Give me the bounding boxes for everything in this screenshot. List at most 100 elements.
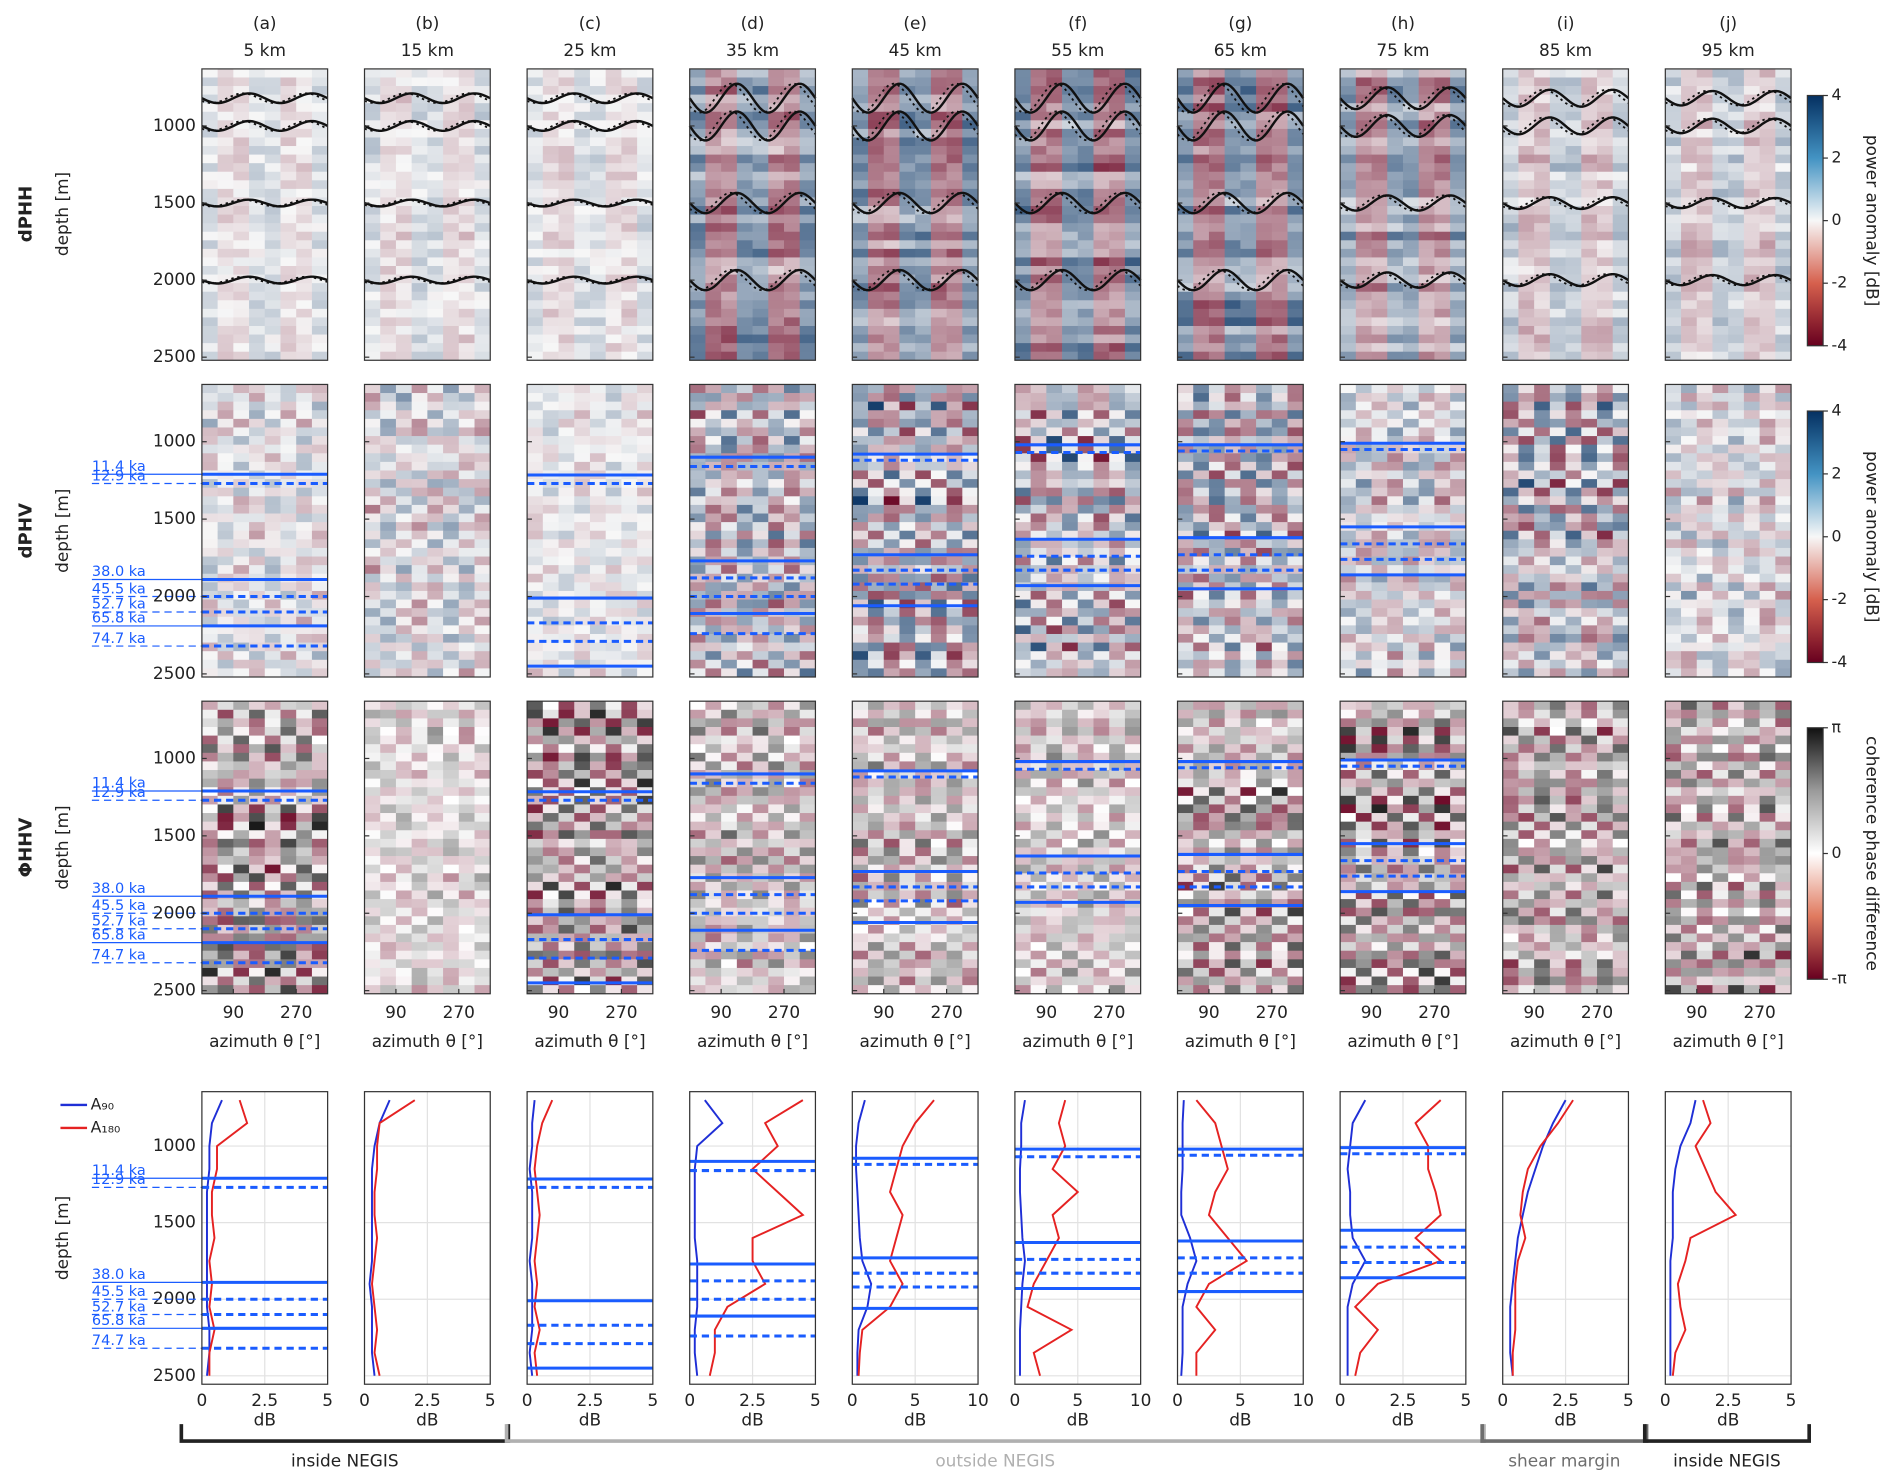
heatmap-cell [443,718,460,728]
heatmap-cell [280,504,297,514]
heatmap-cell [799,137,816,147]
heatmap-cell [574,804,591,814]
heatmap-cell [1046,206,1063,215]
heatmap-cell [946,103,963,113]
heatmap-cell [380,873,397,883]
heatmap-cell [395,950,413,960]
heatmap-cell [962,651,979,661]
heatmap-cell [474,128,491,138]
heatmap-cell [443,436,460,446]
heatmap-cell [249,856,266,866]
heatmap-cell [364,530,381,540]
heatmap-cell [621,547,638,557]
heatmap-cell [380,146,397,155]
heatmap-cell [899,504,916,514]
heatmap-cell [915,933,932,943]
heatmap-cell [605,642,622,652]
heatmap-cell [458,770,475,779]
heatmap-cell [527,539,544,549]
heatmap-cell [883,308,900,318]
heatmap-cell [264,274,281,284]
y-tick-label: 2000 [153,902,196,922]
panel-frame [526,383,654,678]
heatmap-cell [852,274,869,284]
heatmap-cell [752,933,769,943]
heatmap-cell [605,590,622,600]
heatmap-cell [721,752,738,762]
heatmap-cell [217,985,234,995]
heatmap-cell [736,651,753,661]
heatmap-cell [296,427,313,437]
heatmap-cell [558,899,575,909]
heatmap-cell [527,283,544,293]
heatmap-cell [605,916,622,926]
heatmap-cell [311,838,328,848]
heatmap-cell [1093,625,1110,635]
heatmap-cell [458,418,475,428]
heatmap-cell [883,830,900,840]
heatmap-cell [364,959,381,969]
heatmap-cell [280,86,297,95]
heatmap-cell [443,453,460,463]
heatmap-cell [474,709,491,719]
heatmap-cell [589,924,607,934]
heatmap-cell [1124,257,1142,267]
heatmap-cell [868,752,885,762]
heatmap-cell [201,873,218,883]
heatmap-cell [574,599,591,609]
heatmap-cell [443,214,460,224]
heatmap-cell [721,916,738,926]
heatmap-cell [768,94,785,104]
heatmap-cell [1109,214,1126,224]
heatmap-cell [364,257,381,267]
heatmap-cell [296,487,313,497]
heatmap-cell [705,240,722,250]
heatmap-cell [443,274,460,284]
heatmap-cell [311,795,328,805]
heatmap-cell [1124,223,1142,233]
heatmap-cell [311,547,328,557]
heatmap-cell [946,838,963,848]
heatmap-cell [621,461,638,471]
heatmap-cell [427,821,444,831]
heatmap-cell [930,163,947,173]
heatmap-cell [395,899,413,909]
heatmap-cell [364,283,381,293]
heatmap-cell [589,522,607,532]
heatmap-cell [1109,590,1126,600]
heatmap-cell [605,573,622,583]
heatmap-cell [962,163,979,173]
heatmap-cell [736,86,753,95]
heatmap-cell [527,461,544,471]
heatmap-cell [558,240,575,250]
heatmap-cell [201,813,218,823]
heatmap-cell [962,487,979,497]
profile-line [855,1099,873,1376]
heatmap-cell [280,223,297,233]
heatmap-cell [201,223,218,233]
heatmap-cell [364,393,381,403]
heatmap-cell [201,847,218,857]
heatmap-cell [705,967,722,977]
heatmap-cell [411,291,428,301]
heatmap-cell [296,291,313,301]
heatmap-cell [589,556,607,566]
heatmap-cell [1093,77,1110,87]
heatmap-cell [1109,325,1126,335]
heatmap-cell [589,864,607,874]
heatmap-cell [883,795,900,805]
heatmap-cell [458,651,475,661]
heatmap-cell [280,539,297,549]
heatmap-cell [962,188,979,198]
heatmap-cell [527,565,544,575]
heatmap-cell [474,985,491,995]
heatmap-cell [264,770,281,779]
heatmap-cell [296,709,313,719]
heatmap-cell [962,197,979,207]
heatmap-cell [605,86,622,95]
heatmap-cell [868,642,885,652]
heatmap-cell [201,77,218,87]
heatmap-cell [296,137,313,147]
heatmap-cell [637,266,654,275]
